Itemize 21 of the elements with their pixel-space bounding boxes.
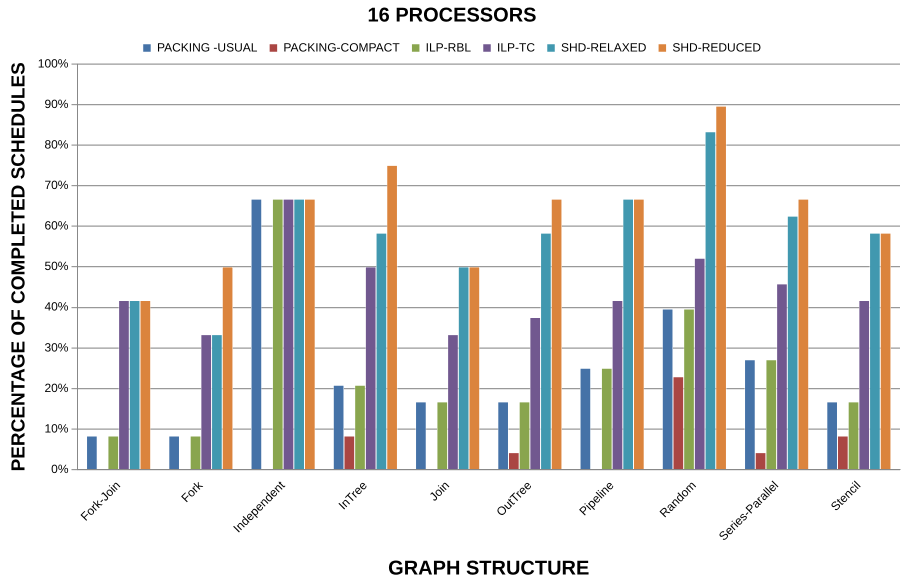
- y-tick-label: 80%: [44, 137, 69, 152]
- y-tick-label: 90%: [44, 96, 69, 111]
- chart-title: 16 PROCESSORS: [368, 4, 536, 27]
- legend-label: PACKING -USUAL: [156, 40, 258, 54]
- y-axis-title: PERCENTAGE OF COMPLETED SCHEDULES: [8, 62, 30, 472]
- legend-label: ILP-TC: [497, 40, 536, 54]
- legend-label: SHD-RELAXED: [561, 40, 647, 54]
- y-tick-label: 70%: [44, 178, 69, 192]
- x-axis-title: GRAPH STRUCTURE: [388, 558, 590, 580]
- x-tick-label: Join: [426, 478, 452, 504]
- y-tick-label: 100%: [38, 56, 69, 70]
- y-tick-label: 0%: [51, 462, 69, 476]
- legend-label: ILP-RBL: [426, 40, 472, 54]
- legend-label: PACKING-COMPACT: [283, 40, 400, 54]
- y-tick-label: 40%: [44, 300, 69, 314]
- y-tick-label: 30%: [44, 340, 69, 354]
- y-tick-label: 60%: [44, 218, 69, 233]
- y-tick-label: 50%: [44, 259, 69, 274]
- legend-label: SHD-REDUCED: [672, 40, 762, 54]
- y-tick-label: 10%: [44, 421, 69, 436]
- y-tick-label: 20%: [44, 380, 69, 395]
